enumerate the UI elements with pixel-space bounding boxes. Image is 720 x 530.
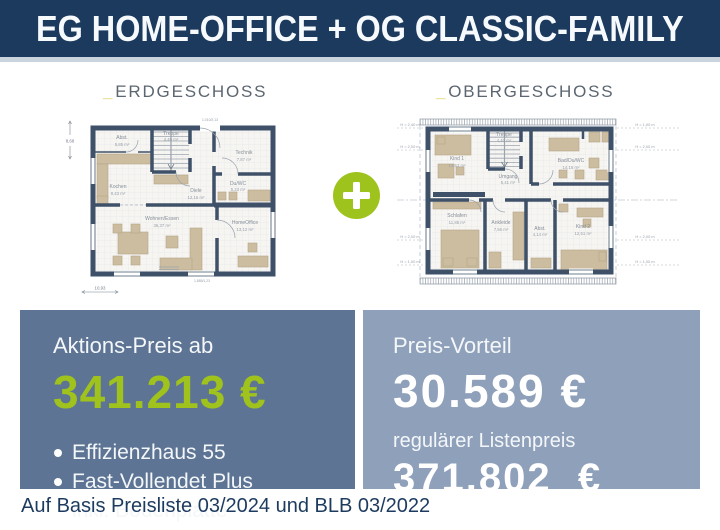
room-area: 7,56 m² — [494, 227, 509, 232]
room-name: Kind 2 — [576, 224, 590, 230]
advantage-panel: Preis-Vorteil 30.589 € regulärer Listenp… — [363, 310, 700, 500]
room-name: Bad/Du/WC — [558, 158, 585, 164]
plan-label-erdgeschoss: _ERDGESCHOSS — [103, 82, 267, 102]
room-area: 4,14 m² — [533, 232, 548, 237]
room-area: 13,53 m² — [449, 163, 467, 168]
height-label: H = 2,00 m — [400, 234, 419, 239]
room-name: Schlafen — [447, 213, 467, 219]
header-divider — [0, 57, 720, 62]
eg-door-arcs — [120, 127, 239, 270]
room-area: 5,41 m² — [501, 180, 516, 185]
room-area: 7,87 m² — [237, 157, 252, 162]
og-stairs — [489, 130, 520, 168]
page-title: EG HOME-OFFICE + OG CLASSIC-FAMILY — [36, 7, 684, 49]
offer-bullet-list: Effizienzhaus 55 Fast-Vollendet Plus ink… — [53, 439, 355, 526]
advantage-title: Preis-Vorteil — [393, 333, 512, 358]
room-area: 12,51 m² — [575, 231, 593, 236]
og-furniture — [432, 131, 610, 271]
eg-stairs — [153, 129, 189, 171]
offer-panel: Aktions-Preis ab 341.213 € Effizienzhaus… — [20, 310, 355, 522]
room-name: Treppe — [496, 132, 512, 138]
dim-window: 1.885/1,23 — [194, 279, 210, 283]
room-area: 12,16 m² — [188, 195, 206, 200]
plan-label-text: ERDGESCHOSS — [115, 82, 268, 101]
room-area: 36,37 m² — [154, 223, 172, 228]
room-area: 4,40 m² — [164, 137, 179, 142]
plan-label-text: OBERGESCHOSS — [448, 82, 615, 101]
og-height-labels: H = 2,40 m H = 2,00 m H = 2,00 m H = 1,0… — [397, 122, 679, 266]
eg-dimensions: 8,68 10,93 1.010/2,13 1.885/1,23 — [66, 118, 218, 294]
room-name: Diele — [190, 188, 202, 194]
height-label: H = 1,00 m — [400, 259, 419, 264]
height-label: H = 2,00 m — [400, 144, 419, 149]
room-name: Wohnen/Essen — [145, 216, 179, 222]
price-basis-note: Auf Basis Preisliste 03/2024 und BLB 03/… — [21, 495, 431, 517]
advantage-value: 30.589 € — [393, 365, 589, 417]
price-section: Aktions-Preis ab 341.213 € Effizienzhaus… — [20, 310, 700, 522]
room-area: 13,12 m² — [237, 227, 255, 232]
floorplan-obergeschoss: Kind 1 13,53 m² Treppe 4,40 m² Bad/Du/WC… — [397, 118, 679, 285]
list-price-value: 371.802 € — [393, 456, 603, 500]
dim-width: 10,93 — [95, 286, 107, 291]
list-price-label: regulärer Listenpreis — [393, 430, 576, 452]
dim-door: 1.010/2,13 — [202, 118, 218, 122]
underscore-accent: _ — [103, 82, 115, 101]
room-name: Kochen — [110, 184, 127, 190]
eg-windows — [89, 124, 277, 278]
height-label: H = 2,00 m — [635, 144, 654, 149]
room-name: Treppe — [163, 131, 179, 137]
room-area: 4,40 m² — [497, 138, 512, 143]
plan-label-obergeschoss: _OBERGESCHOSS — [436, 82, 614, 102]
og-door-arcs — [468, 168, 564, 213]
floorplan-erdgeschoss: Abst. 5,85 m² Kochen 9,43 m² Treppe 4,40… — [66, 118, 277, 294]
og-windows — [424, 125, 615, 276]
eg-walls — [90, 125, 276, 277]
offer-bullet: Effizienzhaus 55 — [53, 439, 355, 468]
offer-price: 341.213 € — [53, 366, 267, 418]
room-name: Umgang — [499, 174, 518, 180]
height-label: H = 2,00 m — [635, 234, 654, 239]
room-name: Technik — [236, 150, 253, 156]
height-label: H = 1,00 m — [635, 122, 654, 127]
room-area: 14,16 m² — [563, 165, 581, 170]
room-name: Abst. — [534, 226, 545, 232]
offer-bullet: Fast-Vollendet Plus — [53, 468, 355, 497]
room-name: Kind 1 — [450, 156, 464, 162]
offer-bullet: inkl. Bodenplatte — [53, 497, 355, 526]
room-area: 5,85 m² — [115, 142, 130, 147]
og-roof-overhang — [419, 118, 617, 285]
height-label: H = 2,40 m — [400, 122, 419, 127]
room-name: Du/WC — [230, 181, 247, 187]
eg-room-labels: Abst. 5,85 m² Kochen 9,43 m² Treppe 4,40… — [110, 131, 259, 232]
room-name: HomeOffice — [232, 220, 259, 226]
room-name: Abst. — [116, 135, 127, 141]
underscore-accent: _ — [436, 82, 448, 101]
og-room-labels: Kind 1 13,53 m² Treppe 4,40 m² Bad/Du/WC… — [447, 132, 592, 237]
header-banner: EG HOME-OFFICE + OG CLASSIC-FAMILY — [0, 0, 720, 57]
og-walls — [425, 126, 614, 275]
room-area: 11,85 m² — [449, 220, 466, 225]
room-name: Ankleide — [491, 220, 510, 226]
eg-furniture — [96, 153, 271, 271]
plus-icon — [333, 172, 380, 219]
room-area: 5,23 m² — [231, 187, 246, 192]
og-knee-wall — [433, 192, 485, 197]
offer-title: Aktions-Preis ab — [53, 333, 214, 358]
room-area: 9,43 m² — [111, 191, 126, 196]
dim-height: 8,68 — [66, 139, 75, 144]
height-label: H = 1,00 m — [635, 259, 654, 264]
